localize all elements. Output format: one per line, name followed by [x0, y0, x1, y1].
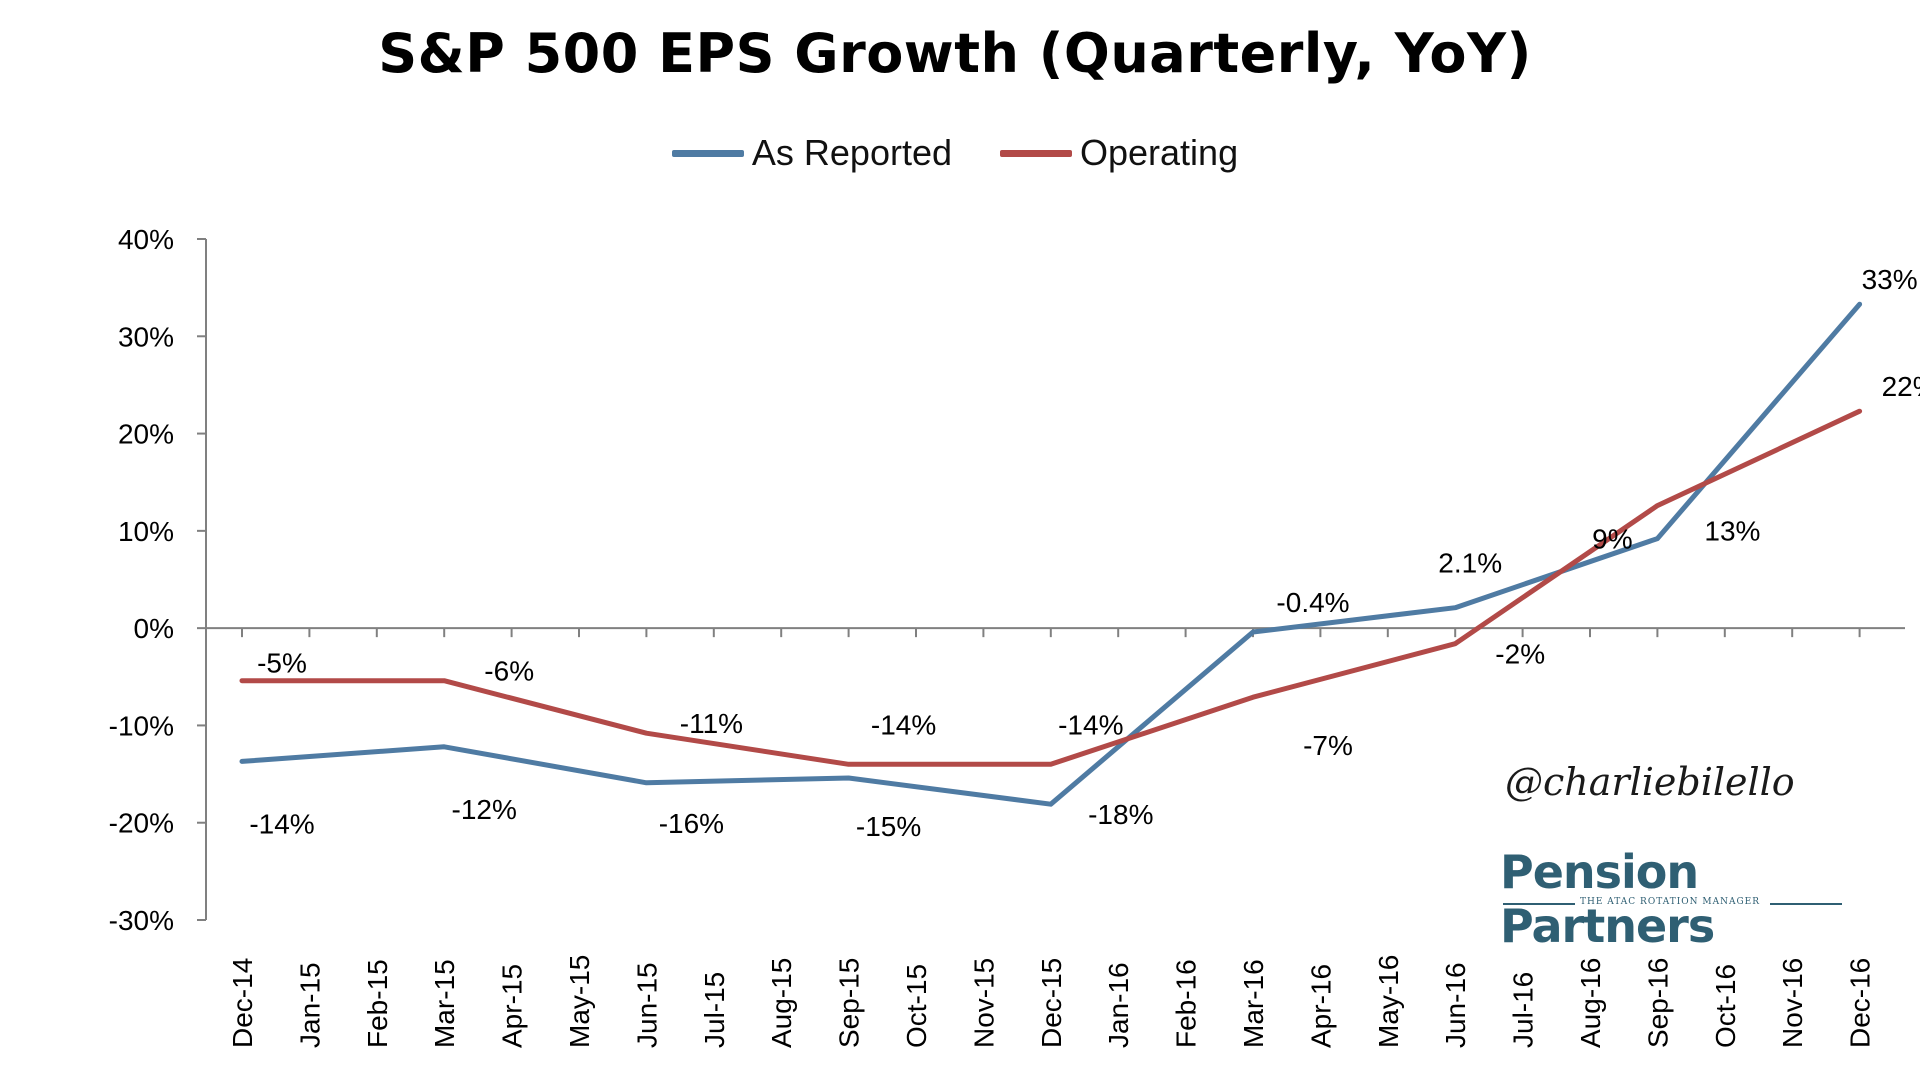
data-label-as-reported: 9% — [1592, 524, 1632, 555]
series-line-operating — [239, 408, 1863, 767]
x-tick-label: Nov-15 — [968, 958, 999, 1048]
x-tick-label: Jun-16 — [1440, 962, 1471, 1048]
x-tick-label: Sep-16 — [1642, 958, 1673, 1048]
x-tick-label: Jan-15 — [294, 962, 325, 1048]
x-tick-label: Mar-16 — [1238, 959, 1269, 1048]
legend-swatch-operating — [1000, 149, 1072, 157]
series-line-as-reported — [239, 301, 1863, 807]
data-label-as-reported: -0.4% — [1276, 587, 1349, 618]
data-label-operating: -2% — [1495, 639, 1545, 670]
data-label-as-reported: -12% — [452, 794, 517, 825]
logo-rule-left — [1503, 903, 1575, 905]
x-tick-label: Jun-15 — [631, 962, 662, 1048]
y-tick-label: 0% — [134, 613, 174, 644]
x-tick-label: Oct-15 — [901, 964, 932, 1048]
x-tick-label: May-15 — [564, 955, 595, 1048]
x-tick-label: Apr-16 — [1305, 964, 1336, 1048]
x-tick-label: Jul-15 — [699, 972, 730, 1048]
data-label-as-reported: -16% — [659, 808, 724, 839]
x-tick-label: Sep-15 — [834, 958, 865, 1048]
data-label-as-reported: -15% — [856, 811, 921, 842]
x-tick-label: Nov-16 — [1777, 958, 1808, 1048]
chart-title: S&P 500 EPS Growth (Quarterly, YoY) — [378, 22, 1532, 85]
legend-label-as-reported: As Reported — [751, 132, 952, 173]
data-label-as-reported: -14% — [249, 808, 314, 839]
legend: As Reported Operating — [0, 132, 1910, 174]
logo-tagline: THE ATAC ROTATION MANAGER — [1580, 897, 1761, 907]
data-label-operating: -5% — [257, 648, 307, 679]
y-tick-label: -20% — [109, 808, 174, 839]
data-label-operating: -14% — [1058, 709, 1123, 740]
x-tick-label: Mar-15 — [429, 959, 460, 1048]
x-tick-label: Jul-16 — [1508, 972, 1539, 1048]
data-label-as-reported: 2.1% — [1438, 548, 1502, 579]
legend-label-operating: Operating — [1080, 132, 1239, 173]
data-label-operating: 13% — [1704, 516, 1760, 547]
logo-rule-right — [1770, 903, 1842, 905]
x-tick-label: Dec-15 — [1036, 958, 1067, 1048]
y-tick-label: 40% — [118, 224, 174, 255]
x-tick-label: May-16 — [1373, 955, 1404, 1048]
x-tick-label: Dec-14 — [227, 958, 258, 1048]
x-tick-label: Feb-15 — [362, 959, 393, 1048]
x-tick-label: Apr-15 — [497, 964, 528, 1048]
series-lines — [239, 301, 1863, 807]
y-tick-label: -10% — [109, 710, 174, 741]
x-tick-label: Aug-15 — [766, 958, 797, 1048]
data-labels: -14% -12% -16% -15% -18% -0.4% 2.1% 9% 33% -5% -6%… — [249, 264, 1920, 842]
y-tick-label: -30% — [109, 905, 174, 936]
x-tick-label: Feb-16 — [1171, 959, 1202, 1048]
data-label-operating: -14% — [871, 709, 936, 740]
data-label-operating: -11% — [680, 708, 743, 739]
author-handle: @charliebilello — [1505, 760, 1795, 804]
data-label-as-reported: 33% — [1862, 264, 1918, 295]
axes: 40% 30% 20% 10% 0% -10% -20% -30% Dec-14 Jan-15 Fe… — [109, 224, 1905, 1048]
data-label-operating: 22% — [1882, 371, 1920, 402]
legend-entry-as-reported: As Reported — [671, 132, 952, 174]
y-tick-label: 30% — [118, 321, 174, 352]
y-tick-label: 20% — [118, 419, 174, 450]
legend-swatch-as-reported — [671, 149, 744, 157]
x-tick-label: Dec-16 — [1845, 958, 1876, 1048]
x-tick-label: Aug-16 — [1575, 958, 1606, 1048]
x-tick-label: Oct-16 — [1710, 964, 1741, 1048]
x-tick-label: Jan-16 — [1103, 962, 1134, 1048]
pension-partners-logo: Pension Partners — [1500, 845, 1715, 953]
legend-entry-operating: Operating — [1000, 132, 1238, 174]
y-tick-label: 10% — [118, 516, 174, 547]
data-label-as-reported: -18% — [1088, 799, 1153, 830]
data-label-operating: -6% — [484, 656, 534, 687]
data-label-operating: -7% — [1303, 730, 1353, 761]
